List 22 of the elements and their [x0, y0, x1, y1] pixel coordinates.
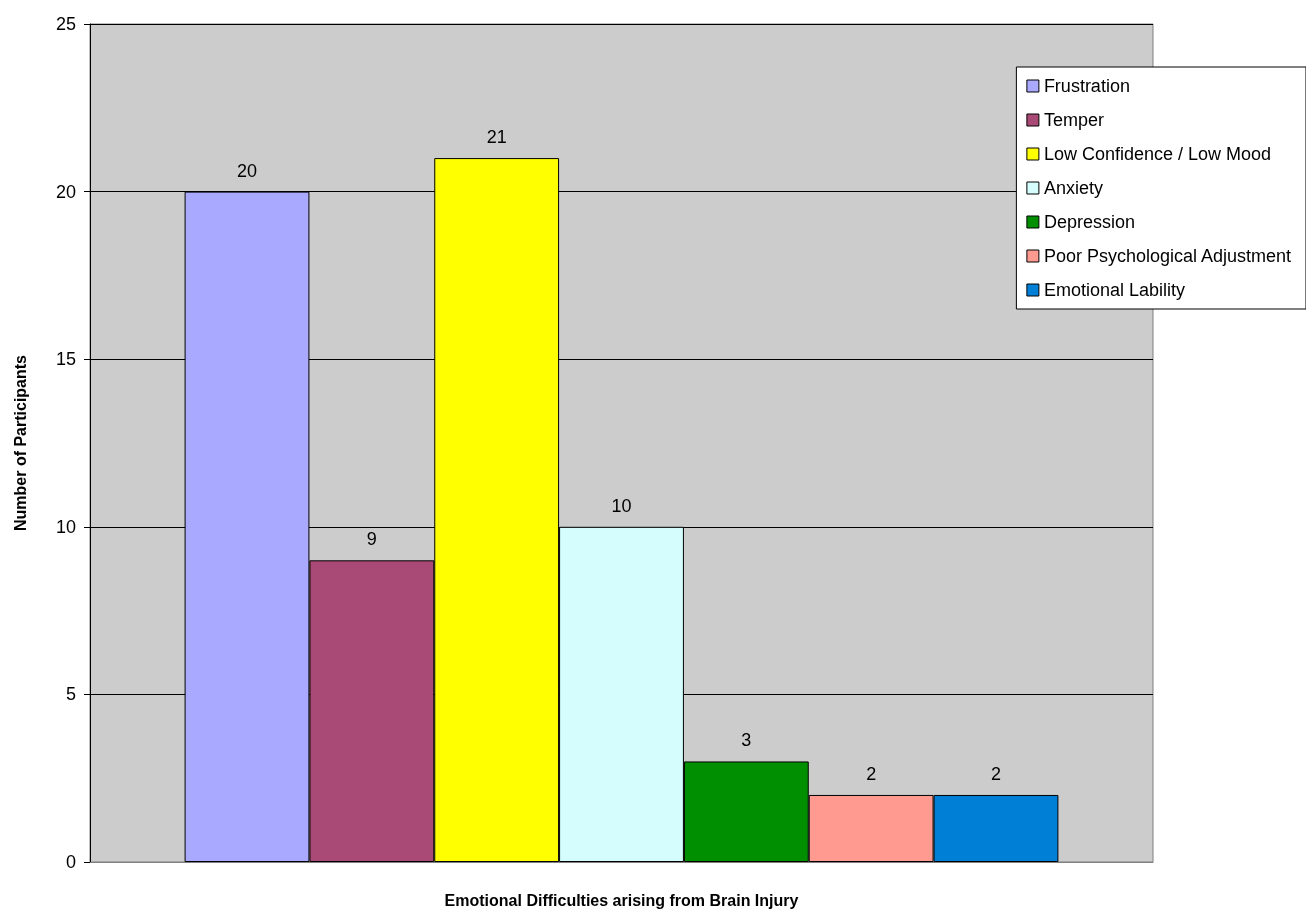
y-tick-label: 25 — [55, 14, 76, 34]
y-tick-label: 5 — [65, 684, 76, 705]
y-tick-label: 0 — [65, 852, 76, 872]
legend-label: Emotional Lability — [1043, 280, 1185, 300]
data-label: 2 — [990, 763, 1001, 784]
y-tick-label: 10 — [55, 516, 76, 537]
legend-label: Temper — [1043, 110, 1104, 130]
y-axis-title: Number of Participants — [11, 354, 29, 532]
legend-label: Low Confidence / Low Mood — [1043, 144, 1272, 164]
data-label: 21 — [486, 127, 507, 148]
legend-label: Poor Psychological Adjustment — [1043, 246, 1292, 266]
y-tick-label: 15 — [55, 349, 76, 370]
data-label: 9 — [366, 529, 377, 550]
legend-label: Frustration — [1043, 76, 1130, 96]
data-label: 2 — [866, 763, 877, 784]
data-label: 10 — [611, 495, 632, 516]
x-axis-title: Emotional Difficulties arising from Brain Injury — [444, 891, 799, 909]
data-label: 3 — [741, 730, 752, 751]
legend-label: Depression — [1043, 212, 1135, 232]
y-tick-label: 20 — [55, 181, 76, 202]
data-label: 20 — [237, 160, 258, 181]
legend-label: Anxiety — [1043, 178, 1103, 198]
